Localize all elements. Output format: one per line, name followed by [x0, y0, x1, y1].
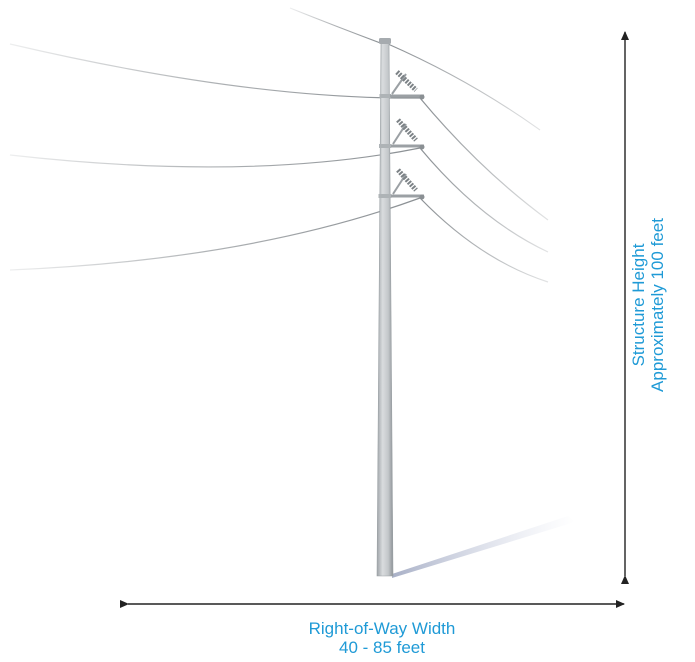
right-of-way-title: Right-of-Way Width — [308, 619, 456, 638]
conductor-right-3 — [419, 197, 549, 283]
conductor-right-1 — [419, 97, 549, 221]
structure-height-label: Structure Height Approximately 100 feet — [629, 145, 667, 465]
pole-joint-band — [379, 144, 392, 148]
crossarm-3 — [391, 168, 425, 200]
shield-wire-right — [387, 43, 541, 131]
pole-joint-band — [379, 94, 391, 98]
right-of-way-value: 40 - 85 feet — [338, 638, 425, 657]
crossarm-2 — [391, 118, 425, 150]
shield-wire-left — [289, 7, 384, 45]
pole-shadow — [392, 516, 575, 578]
pole — [376, 41, 394, 577]
conductor-left-1 — [9, 43, 421, 99]
pole-joint-band — [378, 194, 392, 198]
structure-height-value: Approximately 100 feet — [648, 218, 667, 392]
conductor-left-2 — [9, 147, 421, 168]
right-of-way-label: Right-of-Way Width 40 - 85 feet — [247, 619, 517, 657]
structure-height-title: Structure Height — [629, 243, 648, 367]
pole-cap — [379, 38, 391, 44]
crossarm-1 — [390, 70, 425, 100]
conductor-left-3 — [9, 197, 421, 271]
conductor-right-2 — [419, 147, 549, 253]
